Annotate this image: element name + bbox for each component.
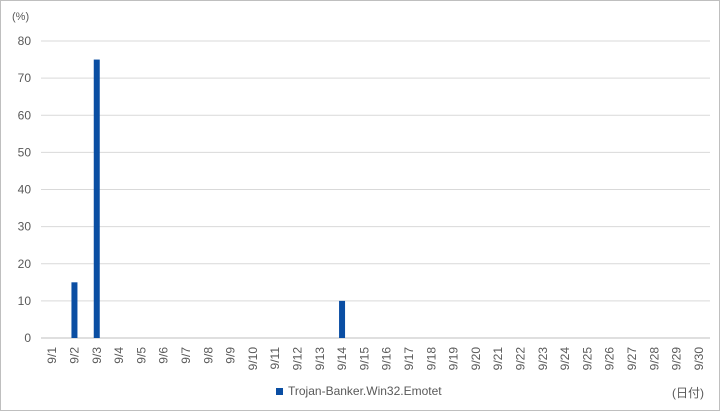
legend-swatch [276,387,283,395]
x-tick-label: 9/14 [335,347,349,371]
y-tick-label: 30 [18,220,32,234]
x-tick-label: 9/28 [647,347,661,371]
x-tick-label: 9/26 [603,347,617,371]
x-tick-labels: 9/1 9/2 9/3 9/4 9/5 9/6 9/7 9/8 9/9 9/10 9/11 9/12 9… [45,347,706,371]
x-tick-label: 9/18 [424,347,438,371]
legend: Trojan-Banker.Win32.Emotet [276,384,442,398]
bars [71,59,346,338]
x-tick-label: 9/25 [580,347,594,371]
y-axis-unit: (%) [12,11,30,23]
x-tick-label: 9/21 [491,347,505,371]
x-tick-label: 9/11 [268,347,282,370]
x-tick-label: 9/27 [625,347,639,371]
bar-9-2 [71,282,78,338]
x-tick-label: 9/1 [45,347,59,364]
y-tick-label: 50 [18,145,32,159]
x-tick-label: 9/9 [224,347,238,364]
y-tick-label: 80 [18,34,32,48]
x-tick-label: 9/3 [90,347,104,364]
x-tick-label: 9/19 [447,347,461,371]
x-tick-label: 9/5 [134,347,148,364]
legend-label: Trojan-Banker.Win32.Emotet [288,384,442,398]
x-tick-label: 9/12 [290,347,304,371]
x-tick-label: 9/6 [157,347,171,364]
x-tick-label: 9/15 [357,347,371,371]
y-tick-label: 60 [18,108,32,122]
x-tick-label: 9/29 [670,347,684,371]
x-tick-label: 9/13 [313,347,327,371]
gridlines [41,40,710,339]
x-tick-label: 9/17 [402,347,416,371]
x-tick-label: 9/22 [513,347,527,371]
y-tick-labels: 0 10 20 30 40 50 60 70 80 [18,34,32,345]
y-tick-label: 20 [18,257,32,271]
x-tick-label: 9/30 [692,347,706,371]
x-axis-unit: (日付) [672,386,704,400]
y-tick-label: 40 [18,183,32,197]
x-tick-label: 9/2 [67,347,81,364]
y-tick-label: 10 [18,294,32,308]
y-tick-label: 70 [18,71,32,85]
x-tick-label: 9/16 [380,347,394,371]
x-tick-label: 9/23 [536,347,550,371]
x-tick-label: 9/4 [112,347,126,364]
bar-9-14 [339,300,346,338]
x-tick-label: 9/10 [246,347,260,371]
x-tick-label: 9/8 [201,347,215,364]
x-tick-label: 9/7 [179,347,193,364]
bar-9-3 [93,59,100,338]
y-tick-label: 0 [24,331,31,345]
x-tick-label: 9/20 [469,347,483,371]
x-tick-label: 9/24 [558,347,572,371]
